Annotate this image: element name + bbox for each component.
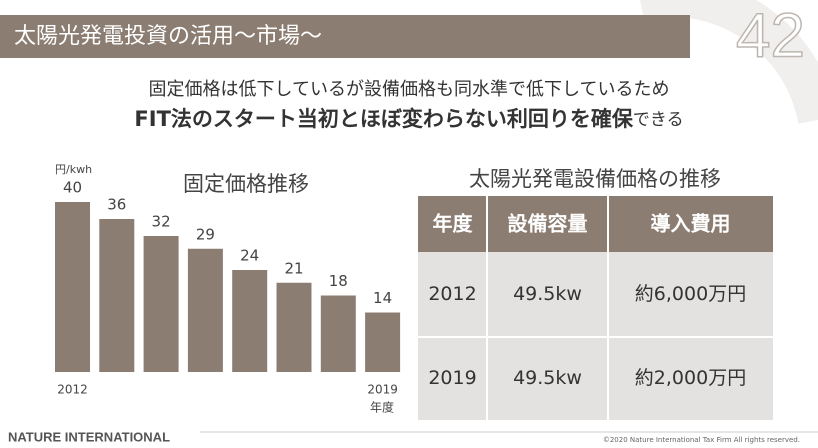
table-header-cell: 年度 (433, 212, 474, 236)
subtitle-bold: FIT法のスタート当初とほぼ変わらない利回りを確保 (134, 107, 633, 131)
bar (365, 312, 401, 372)
bar (276, 282, 312, 372)
unit-label: 円/kwh (55, 163, 92, 176)
value-label: 14 (373, 289, 392, 307)
table-header-bg (418, 196, 773, 252)
footer-brand: NATURE INTERNATIONAL (8, 429, 170, 444)
table-title: 太陽光発電設備価格の推移 (469, 167, 721, 191)
bar (187, 248, 223, 372)
table-cell: 約2,000万円 (635, 367, 746, 389)
decor-arc (640, 0, 818, 125)
x-tick-label: 2019 (367, 383, 398, 397)
table-cell: 2012 (428, 283, 476, 305)
bar (320, 295, 356, 372)
value-label: 36 (107, 196, 126, 214)
table-cell: 2019 (428, 367, 476, 389)
bar (143, 236, 179, 372)
page-number: 42 (736, 1, 805, 70)
x-tick-label: 2012 (57, 383, 88, 397)
header-title: 太陽光発電投資の活用〜市場〜 (14, 24, 322, 49)
table-header-cell: 設備容量 (508, 212, 588, 236)
header-bar (0, 15, 690, 58)
table-cell: 約6,000万円 (635, 283, 746, 305)
value-label: 32 (152, 213, 171, 231)
value-label: 18 (329, 272, 348, 290)
footer-copyright: ©2020 Nature International Tax Firm All … (603, 436, 800, 444)
table: 年度 設備容量 導入費用 2012 49.5kw 約6,000万円 2019 49.5kw 約2… (418, 196, 773, 420)
table-header-cell: 導入費用 (651, 212, 731, 236)
value-label: 29 (196, 225, 215, 243)
value-label: 21 (284, 259, 303, 277)
value-label: 24 (240, 247, 259, 265)
table-cell: 49.5kw (513, 367, 582, 389)
value-label: 40 (63, 179, 82, 197)
bar (55, 202, 90, 372)
bar-chart: 40 2012 36 32 29 24 21 18 14 2019 (55, 179, 401, 397)
x-label: 年度 (370, 400, 394, 415)
subtitle-line2: FIT法のスタート当初とほぼ変わらない利回りを確保できる (134, 107, 683, 131)
subtitle-rest: できる (633, 110, 684, 130)
bar (232, 270, 268, 372)
bar (99, 219, 135, 372)
chart-title: 固定価格推移 (183, 172, 309, 196)
table-cell: 49.5kw (513, 283, 582, 305)
subtitle-line1: 固定価格は低下しているが設備価格も同水準で低下しているため (149, 79, 670, 100)
